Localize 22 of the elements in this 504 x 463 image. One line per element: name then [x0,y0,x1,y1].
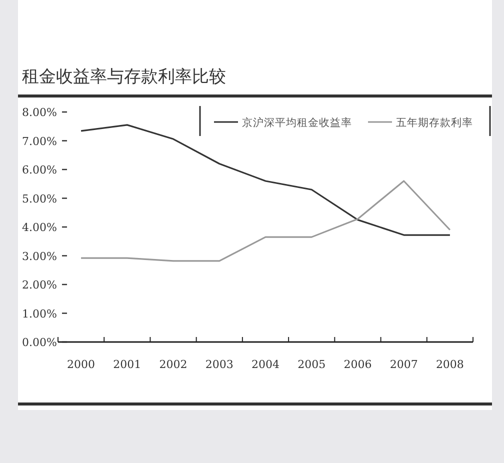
y-tick-label: 2.00% [22,278,57,292]
chart-title: 租金收益率与存款利率比较 [22,67,226,87]
y-tick-label: 7.00% [22,134,57,148]
line-series [80,180,451,262]
y-tick-label: 4.00% [22,221,57,234]
x-tick-label: 2000 [67,358,96,371]
legend-label: 京沪深平均租金收益率 [242,116,352,129]
y-tick-label: 1.00% [22,307,57,320]
x-tick-label: 2003 [205,358,234,371]
x-tick-label: 2001 [113,358,142,371]
y-tick-label: 3.00% [22,250,57,263]
y-tick-label: 8.00% [22,106,57,119]
x-tick-label: 2002 [159,358,188,371]
x-tick-label: 2004 [252,358,280,371]
x-tick-label: 2005 [298,358,326,371]
y-tick-label: 6.00% [22,164,57,176]
x-tick-label: 2008 [436,358,464,371]
x-tick-label: 2006 [344,358,372,371]
y-tick-label: 5.00% [22,192,57,206]
y-tick-label: 0.00% [22,336,57,349]
legend-label: 五年期存款利率 [396,116,473,129]
x-tick-label: 2007 [390,358,418,371]
